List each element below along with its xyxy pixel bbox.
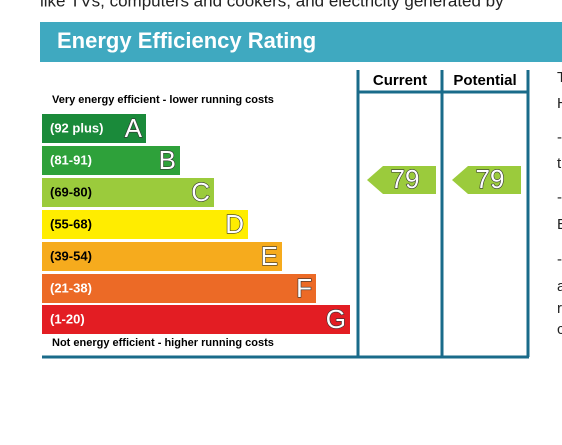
rating-arrow [367, 166, 436, 194]
header-bar [40, 22, 562, 62]
band-range: (92 plus) [50, 120, 103, 135]
band [42, 178, 214, 207]
band-range: (69-80) [50, 184, 92, 199]
top-note: Very energy efficient - lower running co… [52, 94, 274, 106]
band-letter: A [125, 113, 143, 143]
side-text: H [557, 95, 562, 112]
rating-value: 79 [476, 164, 505, 194]
side-text: - [557, 189, 562, 206]
column-header: Potential [453, 72, 516, 89]
band [42, 305, 350, 334]
side-text: T [557, 69, 562, 86]
band-range: (21-38) [50, 280, 92, 295]
side-text: c [557, 321, 562, 338]
rating-value: 79 [391, 164, 420, 194]
side-text: a [557, 278, 562, 295]
band [42, 146, 180, 175]
band [42, 210, 248, 239]
header-title: Energy Efficiency Rating [57, 28, 316, 53]
band-letter: C [191, 177, 210, 207]
band-range: (81-91) [50, 152, 92, 167]
band [42, 114, 146, 143]
side-text: r [557, 300, 562, 317]
bottom-note: Not energy efficient - higher running co… [52, 337, 274, 349]
band [42, 242, 282, 271]
rating-arrow [452, 166, 521, 194]
column-header: Current [373, 72, 427, 89]
side-text: - [557, 251, 562, 268]
band-letter: D [225, 209, 244, 239]
band-letter: B [159, 145, 176, 175]
band-range: (39-54) [50, 248, 92, 263]
intro-text: like TVs, computers and cookers, and ele… [40, 0, 504, 10]
side-text: - [557, 129, 562, 146]
side-text: E [557, 216, 562, 233]
band-range: (1-20) [50, 311, 85, 326]
side-text: t [557, 155, 562, 172]
band-letter: F [296, 273, 312, 303]
band-letter: E [261, 241, 278, 271]
frame [42, 70, 530, 359]
band [42, 274, 316, 303]
band-range: (55-68) [50, 216, 92, 231]
band-letter: G [326, 304, 346, 334]
